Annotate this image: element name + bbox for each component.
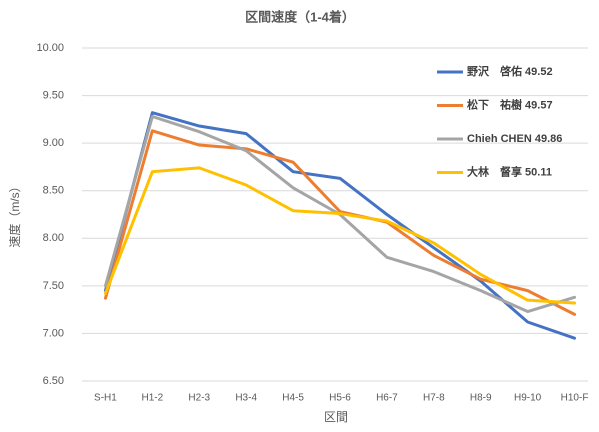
series-line xyxy=(103,111,577,340)
x-tick-label: S-H1 xyxy=(94,393,117,404)
legend-label: 大林 督享 50.11 xyxy=(467,164,552,178)
x-tick-label: H8-9 xyxy=(470,393,492,404)
y-tick-label: 8.50 xyxy=(43,185,64,197)
x-tick-label: H4-5 xyxy=(282,393,304,404)
legend-label: 野沢 啓佑 49.52 xyxy=(467,64,553,78)
x-tick-label: H10-F xyxy=(561,393,589,404)
legend-label: 松下 祐樹 49.57 xyxy=(467,97,553,111)
x-tick-label: H2-3 xyxy=(188,393,210,404)
y-tick-label: 9.50 xyxy=(43,89,64,101)
series-line xyxy=(103,166,577,305)
x-axis-label: 区間 xyxy=(324,410,348,424)
y-tick-label: 8.00 xyxy=(43,232,64,244)
y-tick-label: 7.00 xyxy=(43,327,64,339)
y-tick-label: 6.50 xyxy=(43,375,64,387)
y-axis-label: 速度（m/s） xyxy=(7,180,22,247)
x-tick-label: H6-7 xyxy=(376,393,398,404)
chart-title: 区間速度（1-4着） xyxy=(245,9,355,24)
legend-label: Chieh CHEN 49.86 xyxy=(467,133,562,145)
x-tick-label: H1-2 xyxy=(142,393,164,404)
y-tick-label: 9.00 xyxy=(43,137,64,149)
y-tick-label: 7.50 xyxy=(43,280,64,292)
x-tick-label: H7-8 xyxy=(423,393,445,404)
x-tick-label: H9-10 xyxy=(514,393,542,404)
x-tick-label: H5-6 xyxy=(329,393,351,404)
x-tick-label: H3-4 xyxy=(235,393,257,404)
y-tick-label: 10.00 xyxy=(36,42,64,54)
